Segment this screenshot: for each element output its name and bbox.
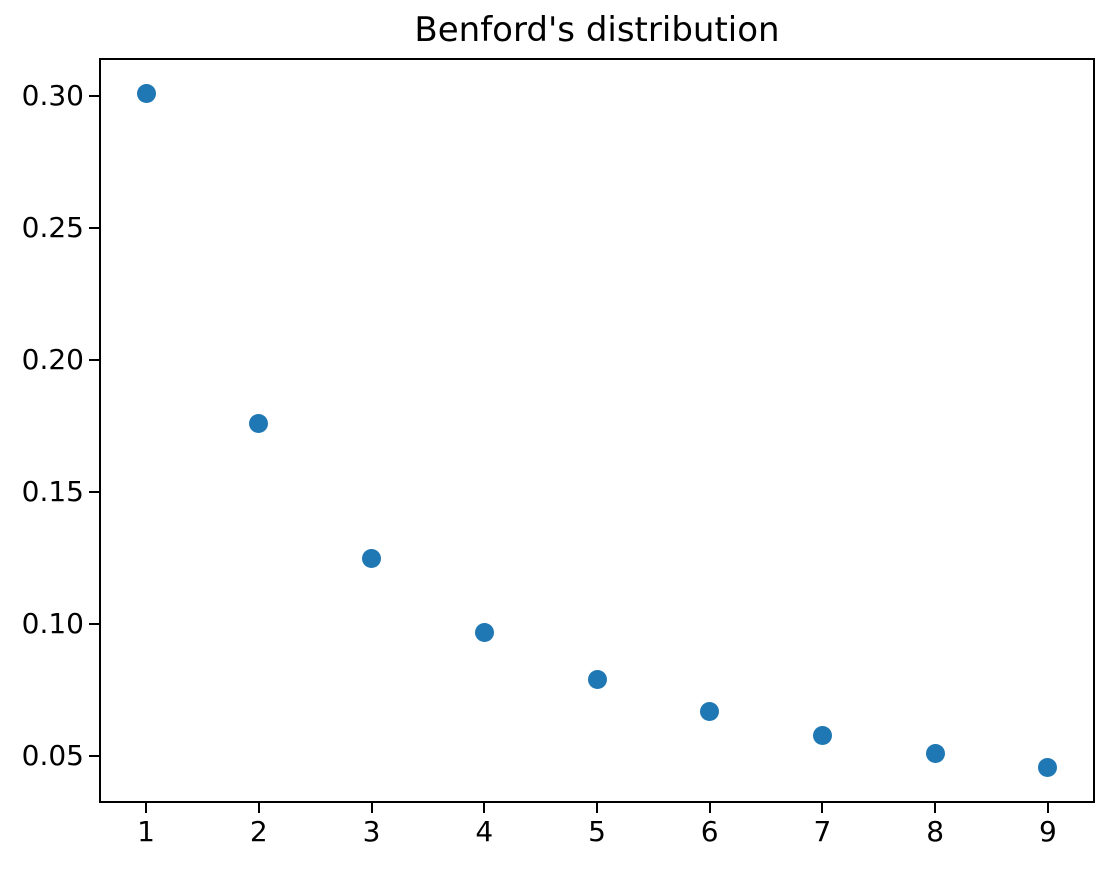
y-axis-tick-label: 0.10 [21,607,84,641]
y-axis-tick [89,623,99,626]
y-axis-tick-label: 0.25 [21,211,84,245]
x-axis-tick [821,803,824,813]
plot-area [99,58,1095,803]
x-axis-tick [483,803,486,813]
y-axis-tick [89,95,99,98]
data-point [925,743,945,763]
y-axis-tick-label: 0.15 [21,475,84,509]
x-axis-tick [934,803,937,813]
data-point [700,701,720,721]
x-axis-tick-label: 1 [137,815,155,848]
y-axis-tick [89,359,99,362]
data-point [1038,757,1058,777]
data-point [474,622,494,642]
x-axis-tick-label: 3 [362,815,381,848]
x-axis-tick [708,803,711,813]
x-axis-tick [596,803,598,813]
y-axis-tick-label: 0.30 [21,79,84,113]
x-axis-tick-label: 5 [588,815,606,848]
data-point [812,725,832,745]
chart-title: Benford's distribution [414,10,780,50]
x-axis-tick-label: 9 [1038,815,1057,848]
x-axis-tick [145,803,148,813]
data-point [249,413,269,433]
x-axis-tick-label: 7 [813,815,832,848]
y-axis-tick-label: 0.20 [21,343,84,377]
x-axis-tick [370,803,373,813]
y-axis-tick [89,755,99,758]
x-axis-tick-label: 4 [475,815,494,848]
y-axis-tick [89,227,99,230]
y-axis-tick [89,491,99,494]
data-point [587,669,607,689]
x-axis-tick [1046,803,1049,813]
x-axis-tick-label: 8 [926,815,945,848]
data-point [136,84,156,104]
y-axis-tick-label: 0.05 [21,739,84,773]
data-point [362,548,382,568]
x-axis-tick-label: 2 [249,815,268,848]
x-axis-tick [257,803,260,813]
x-axis-tick-label: 6 [700,815,719,848]
